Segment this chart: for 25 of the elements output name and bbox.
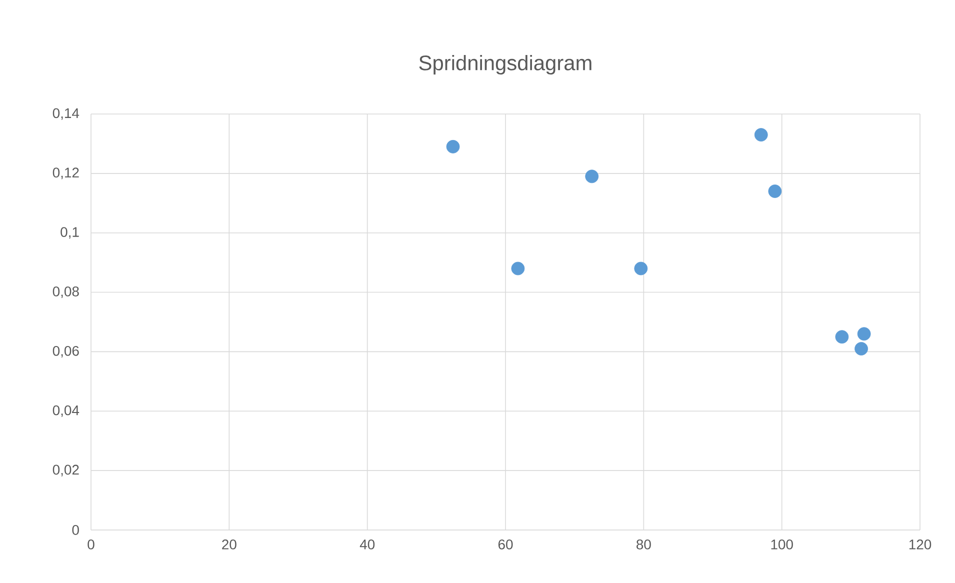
y-tick-label: 0,02 [52, 464, 79, 476]
x-tick-label: 100 [771, 540, 793, 550]
point [446, 140, 460, 154]
y-tick-label: 0,14 [52, 108, 80, 120]
y-tick-label: 0,04 [52, 405, 80, 417]
x-tick-label: 80 [636, 540, 651, 550]
point [854, 342, 868, 356]
x-tick-label: 20 [222, 540, 236, 550]
x-tick-label: 40 [360, 540, 375, 550]
point [634, 262, 648, 276]
x-tick-label: 120 [909, 540, 932, 550]
point [511, 262, 525, 276]
chart-title: Spridningsdiagram [419, 55, 592, 74]
point [835, 330, 849, 344]
y-tick-label: 0,06 [52, 346, 79, 358]
point [857, 327, 871, 341]
y-tick-label: 0,08 [52, 286, 79, 298]
x-tick-label: 0 [88, 540, 94, 550]
y-tick-label: 0 [72, 525, 79, 535]
x-tick-label: 60 [498, 540, 513, 550]
y-tick-label: 0,1 [60, 227, 79, 239]
point [768, 184, 782, 198]
y-tick-label: 0,12 [52, 168, 79, 180]
point [754, 128, 768, 142]
point [585, 170, 599, 184]
